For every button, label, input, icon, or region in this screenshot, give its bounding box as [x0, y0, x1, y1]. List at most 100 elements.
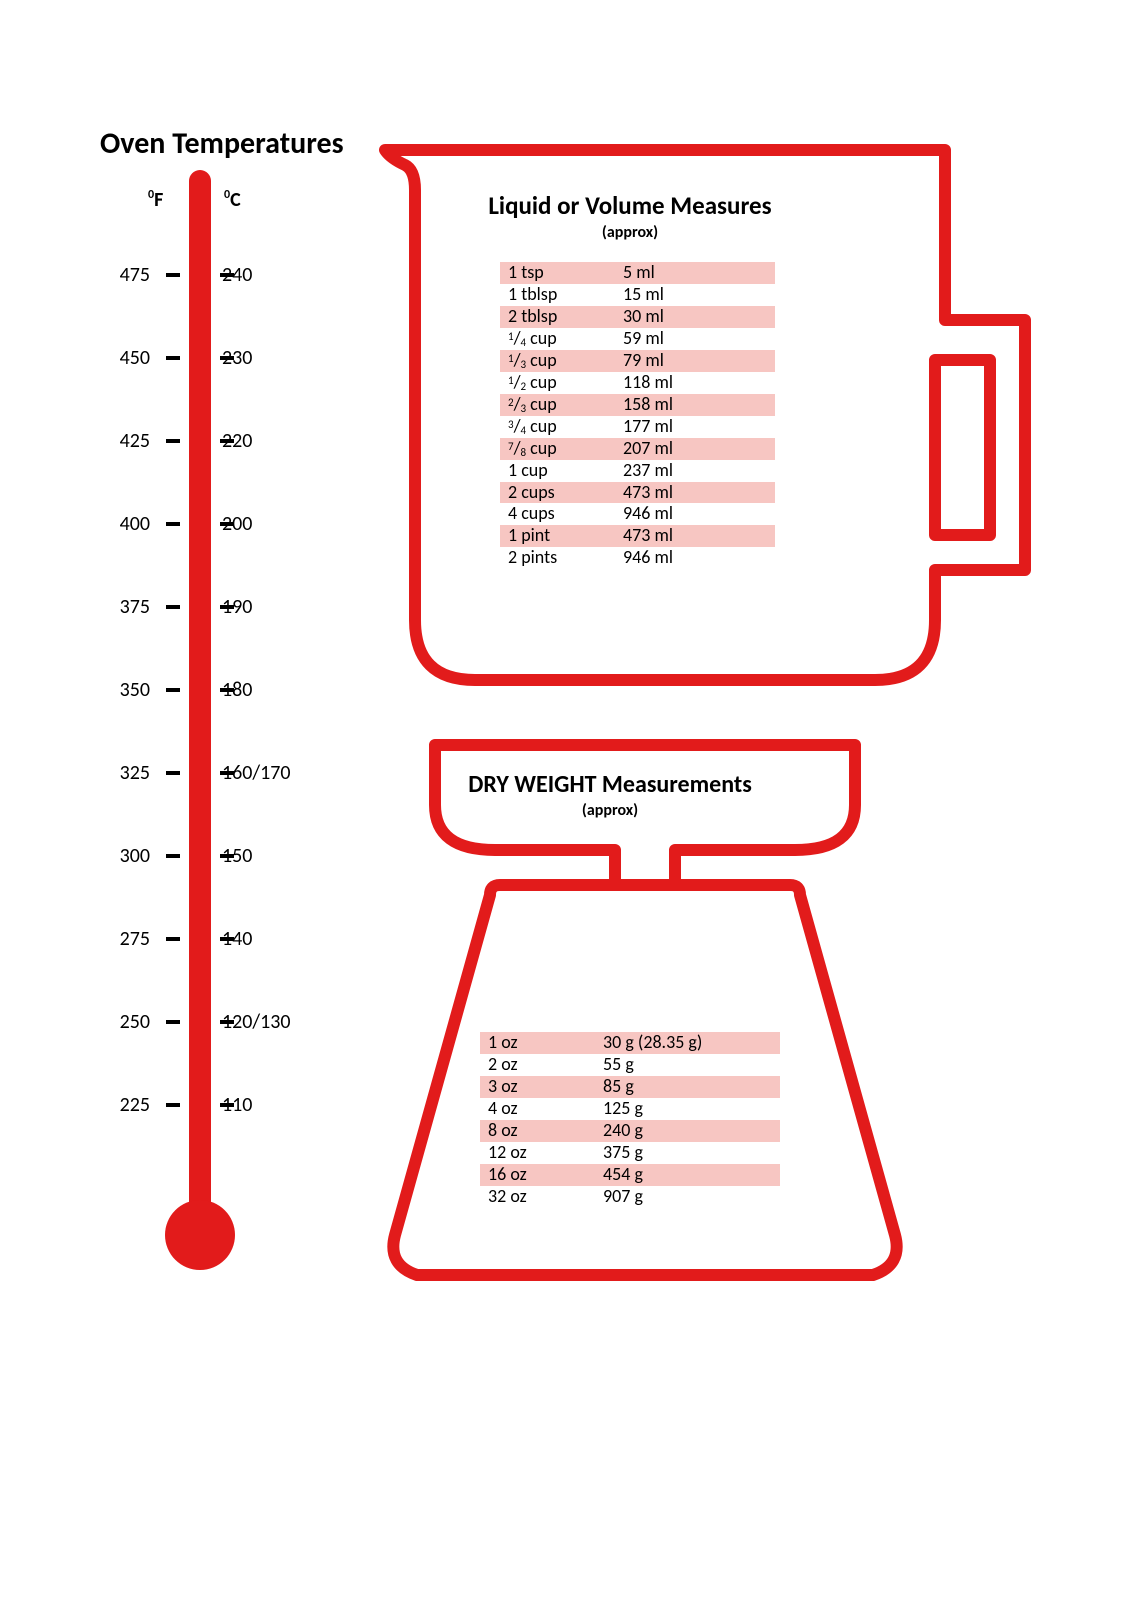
table-row: 2 tblsp30 ml [500, 306, 775, 328]
table-row: 16 oz454 g [480, 1164, 780, 1186]
table-row: 1/2 cup118 ml [500, 372, 775, 394]
temperature-f: 475 [100, 263, 150, 287]
measure-to: 30 g (28.35 g) [603, 1032, 772, 1054]
measure-from: 1 oz [488, 1032, 603, 1054]
measure-from: 1/2 cup [508, 372, 623, 394]
measure-to: 118 ml [623, 372, 767, 394]
temperature-c: 150 [222, 844, 252, 868]
temperature-f: 275 [100, 927, 150, 951]
measure-to: 55 g [603, 1054, 772, 1076]
table-row: 1/4 cup59 ml [500, 328, 775, 350]
table-row: 3 oz85 g [480, 1076, 780, 1098]
table-row: 32 oz907 g [480, 1186, 780, 1208]
temperature-tick: 450230 [100, 348, 360, 370]
measure-to: 125 g [603, 1098, 772, 1120]
temperature-f: 400 [100, 512, 150, 536]
measure-from: 1/3 cup [508, 350, 623, 372]
temperature-tick: 350180 [100, 680, 360, 702]
tick-mark [166, 937, 180, 941]
measure-from: 12 oz [488, 1142, 603, 1164]
measure-to: 30 ml [623, 306, 767, 328]
table-row: 1 tsp5 ml [500, 262, 775, 284]
temperature-c: 160/170 [222, 761, 291, 785]
liquid-measures-title: Liquid or Volume Measures (approx) [455, 190, 805, 242]
table-row: 8 oz240 g [480, 1120, 780, 1142]
temperature-f: 425 [100, 429, 150, 453]
oven-temperatures-title: Oven Temperatures [100, 125, 344, 162]
measure-to: 473 ml [623, 525, 767, 547]
measure-from: 3/4 cup [508, 416, 623, 438]
table-row: 2 pints946 ml [500, 547, 775, 569]
measure-to: 79 ml [623, 350, 767, 372]
table-row: 2 cups473 ml [500, 482, 775, 504]
measure-to: 59 ml [623, 328, 767, 350]
tick-mark [166, 605, 180, 609]
table-row: 4 oz125 g [480, 1098, 780, 1120]
measure-to: 177 ml [623, 416, 767, 438]
temperature-tick: 275 140 [100, 929, 360, 951]
temperature-tick: 425 220 [100, 431, 360, 453]
measure-to: 5 ml [623, 262, 767, 284]
thermometer-bulb [165, 1200, 235, 1270]
conversion-infographic: Oven Temperatures 0F 0C 475 240 450230 425 2… [0, 0, 1132, 1600]
table-row: 7/8 cup207 ml [500, 438, 775, 460]
measure-from: 4 cups [508, 503, 623, 525]
measure-from: 3 oz [488, 1076, 603, 1098]
temperature-tick: 325 160/170 [100, 763, 360, 785]
temperature-tick: 250120/130 [100, 1012, 360, 1034]
temperature-f: 225 [100, 1093, 150, 1117]
measure-from: 7/8 cup [508, 438, 623, 460]
tick-mark [166, 771, 180, 775]
temperature-tick: 300 150 [100, 846, 360, 868]
measure-from: 1 cup [508, 460, 623, 482]
measure-from: 4 oz [488, 1098, 603, 1120]
temperature-c: 180 [222, 678, 252, 702]
measure-to: 907 g [603, 1186, 772, 1208]
measure-to: 15 ml [623, 284, 767, 306]
temperature-tick: 225110 [100, 1095, 360, 1117]
temperature-f: 325 [100, 761, 150, 785]
tick-mark [166, 1103, 180, 1107]
temperature-c: 230 [222, 346, 252, 370]
temperature-c: 220 [222, 429, 252, 453]
table-row: 2/3 cup158 ml [500, 394, 775, 416]
table-row: 1 oz30 g (28.35 g) [480, 1032, 780, 1054]
measure-to: 207 ml [623, 438, 767, 460]
measure-to: 237 ml [623, 460, 767, 482]
measure-from: 2 cups [508, 482, 623, 504]
dry-weight-title: DRY WEIGHT Measurements (approx) [435, 770, 785, 820]
temperature-tick: 400200 [100, 514, 360, 536]
temperature-f: 300 [100, 844, 150, 868]
measure-from: 2 tblsp [508, 306, 623, 328]
measure-to: 473 ml [623, 482, 767, 504]
measure-from: 32 oz [488, 1186, 603, 1208]
table-row: 1/3 cup79 ml [500, 350, 775, 372]
measure-to: 240 g [603, 1120, 772, 1142]
tick-mark [166, 522, 180, 526]
tick-mark [166, 439, 180, 443]
measure-from: 2 oz [488, 1054, 603, 1076]
measure-from: 1 tsp [508, 262, 623, 284]
thermometer-tube [189, 170, 211, 1235]
table-row: 3/4 cup177 ml [500, 416, 775, 438]
measure-to: 946 ml [623, 503, 767, 525]
measure-to: 158 ml [623, 394, 767, 416]
fahrenheit-unit-label: 0F [148, 188, 163, 212]
temperature-tick: 375190 [100, 597, 360, 619]
tick-mark [166, 688, 180, 692]
temperature-c: 140 [222, 927, 252, 951]
measure-from: 1/4 cup [508, 328, 623, 350]
tick-mark [166, 854, 180, 858]
temperature-tick: 475 240 [100, 265, 360, 287]
measure-to: 946 ml [623, 547, 767, 569]
measure-from: 16 oz [488, 1164, 603, 1186]
table-row: 12 oz375 g [480, 1142, 780, 1164]
thermometer-graphic [189, 170, 211, 1285]
tick-mark [166, 356, 180, 360]
temperature-c: 240 [222, 263, 252, 287]
measure-from: 1 pint [508, 525, 623, 547]
measure-from: 2 pints [508, 547, 623, 569]
celsius-unit-label: 0C [224, 188, 241, 212]
table-row: 1 tblsp15 ml [500, 284, 775, 306]
measure-from: 1 tblsp [508, 284, 623, 306]
